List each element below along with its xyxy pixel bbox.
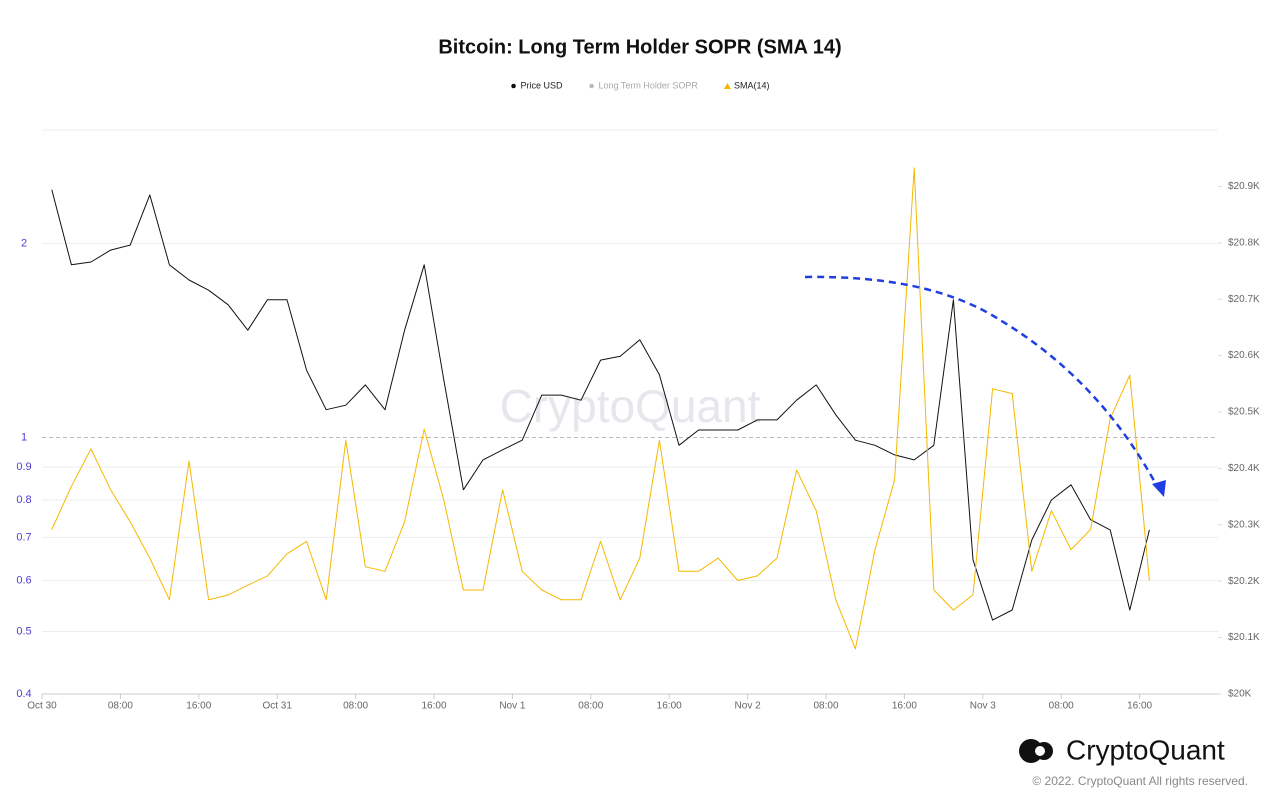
- x-tick-label: 08:00: [813, 701, 838, 712]
- legend-item: Long Term Holder SOPR: [589, 80, 698, 90]
- x-tick-label: 16:00: [1127, 701, 1152, 712]
- x-tick-label: 08:00: [108, 701, 133, 712]
- x-tick-label: Oct 31: [262, 701, 292, 712]
- copyright: © 2022. CryptoQuant All rights reserved.: [1032, 774, 1248, 788]
- legend-item: Price USD: [511, 80, 563, 90]
- legend-label: Long Term Holder SOPR: [599, 80, 699, 90]
- y-tick-label: 0.7: [16, 531, 31, 543]
- x-tick-label: Oct 30: [27, 701, 57, 712]
- y2-tick-label: $20.2K: [1228, 576, 1260, 587]
- x-tick-label: 16:00: [892, 701, 917, 712]
- legend-label: Price USD: [521, 80, 564, 90]
- y2-tick-label: $20.3K: [1228, 519, 1260, 530]
- y-tick-label: 0.5: [16, 625, 31, 637]
- y2-tick-label: $20.8K: [1228, 237, 1260, 248]
- y-tick-label: 0.8: [16, 494, 31, 506]
- x-tick-label: 08:00: [1049, 701, 1074, 712]
- trend-arrow: [804, 275, 1160, 489]
- y2-tick-label: $20.7K: [1228, 294, 1260, 305]
- legend-marker: [723, 83, 731, 89]
- brand: CryptoQuant: [1066, 734, 1225, 765]
- x-tick-label: 16:00: [421, 701, 446, 712]
- x-tick-label: 08:00: [343, 701, 368, 712]
- legend-marker: [589, 83, 594, 89]
- y2-tick-label: $20.6K: [1228, 350, 1260, 361]
- brand-logo: [1019, 739, 1053, 763]
- watermark: CryptoQuant: [500, 380, 761, 432]
- y-tick-label: 0.6: [16, 574, 31, 586]
- x-tick-label: 08:00: [578, 701, 603, 712]
- x-tick-label: 16:00: [186, 701, 211, 712]
- x-tick-label: 16:00: [657, 701, 682, 712]
- y2-tick-label: $20.9K: [1228, 181, 1260, 192]
- y-tick-label: 0.4: [16, 688, 31, 700]
- x-tick-label: Nov 1: [499, 701, 526, 712]
- legend-marker: [511, 83, 516, 89]
- legend-item: SMA(14): [723, 80, 770, 90]
- y-tick-label: 0.9: [16, 461, 31, 473]
- y2-tick-label: $20.5K: [1228, 407, 1260, 418]
- y2-tick-label: $20.4K: [1228, 463, 1260, 474]
- x-tick-label: Nov 2: [735, 701, 762, 712]
- y-tick-label: 2: [21, 237, 27, 249]
- series-line: [51, 189, 1150, 621]
- legend: Price USD Long Term Holder SOPR SMA(14): [511, 80, 769, 90]
- series-line: [51, 167, 1150, 650]
- x-tick-label: Nov 3: [970, 701, 997, 712]
- legend-label: SMA(14): [734, 80, 770, 90]
- plot-area: [41, 129, 1222, 699]
- chart-title: Bitcoin: Long Term Holder SOPR (SMA 14): [438, 36, 841, 58]
- y-tick-label: 1: [21, 431, 27, 443]
- y2-tick-label: $20.1K: [1228, 632, 1260, 643]
- arrow-head: [1152, 480, 1166, 497]
- y2-tick-label: $20K: [1228, 689, 1252, 700]
